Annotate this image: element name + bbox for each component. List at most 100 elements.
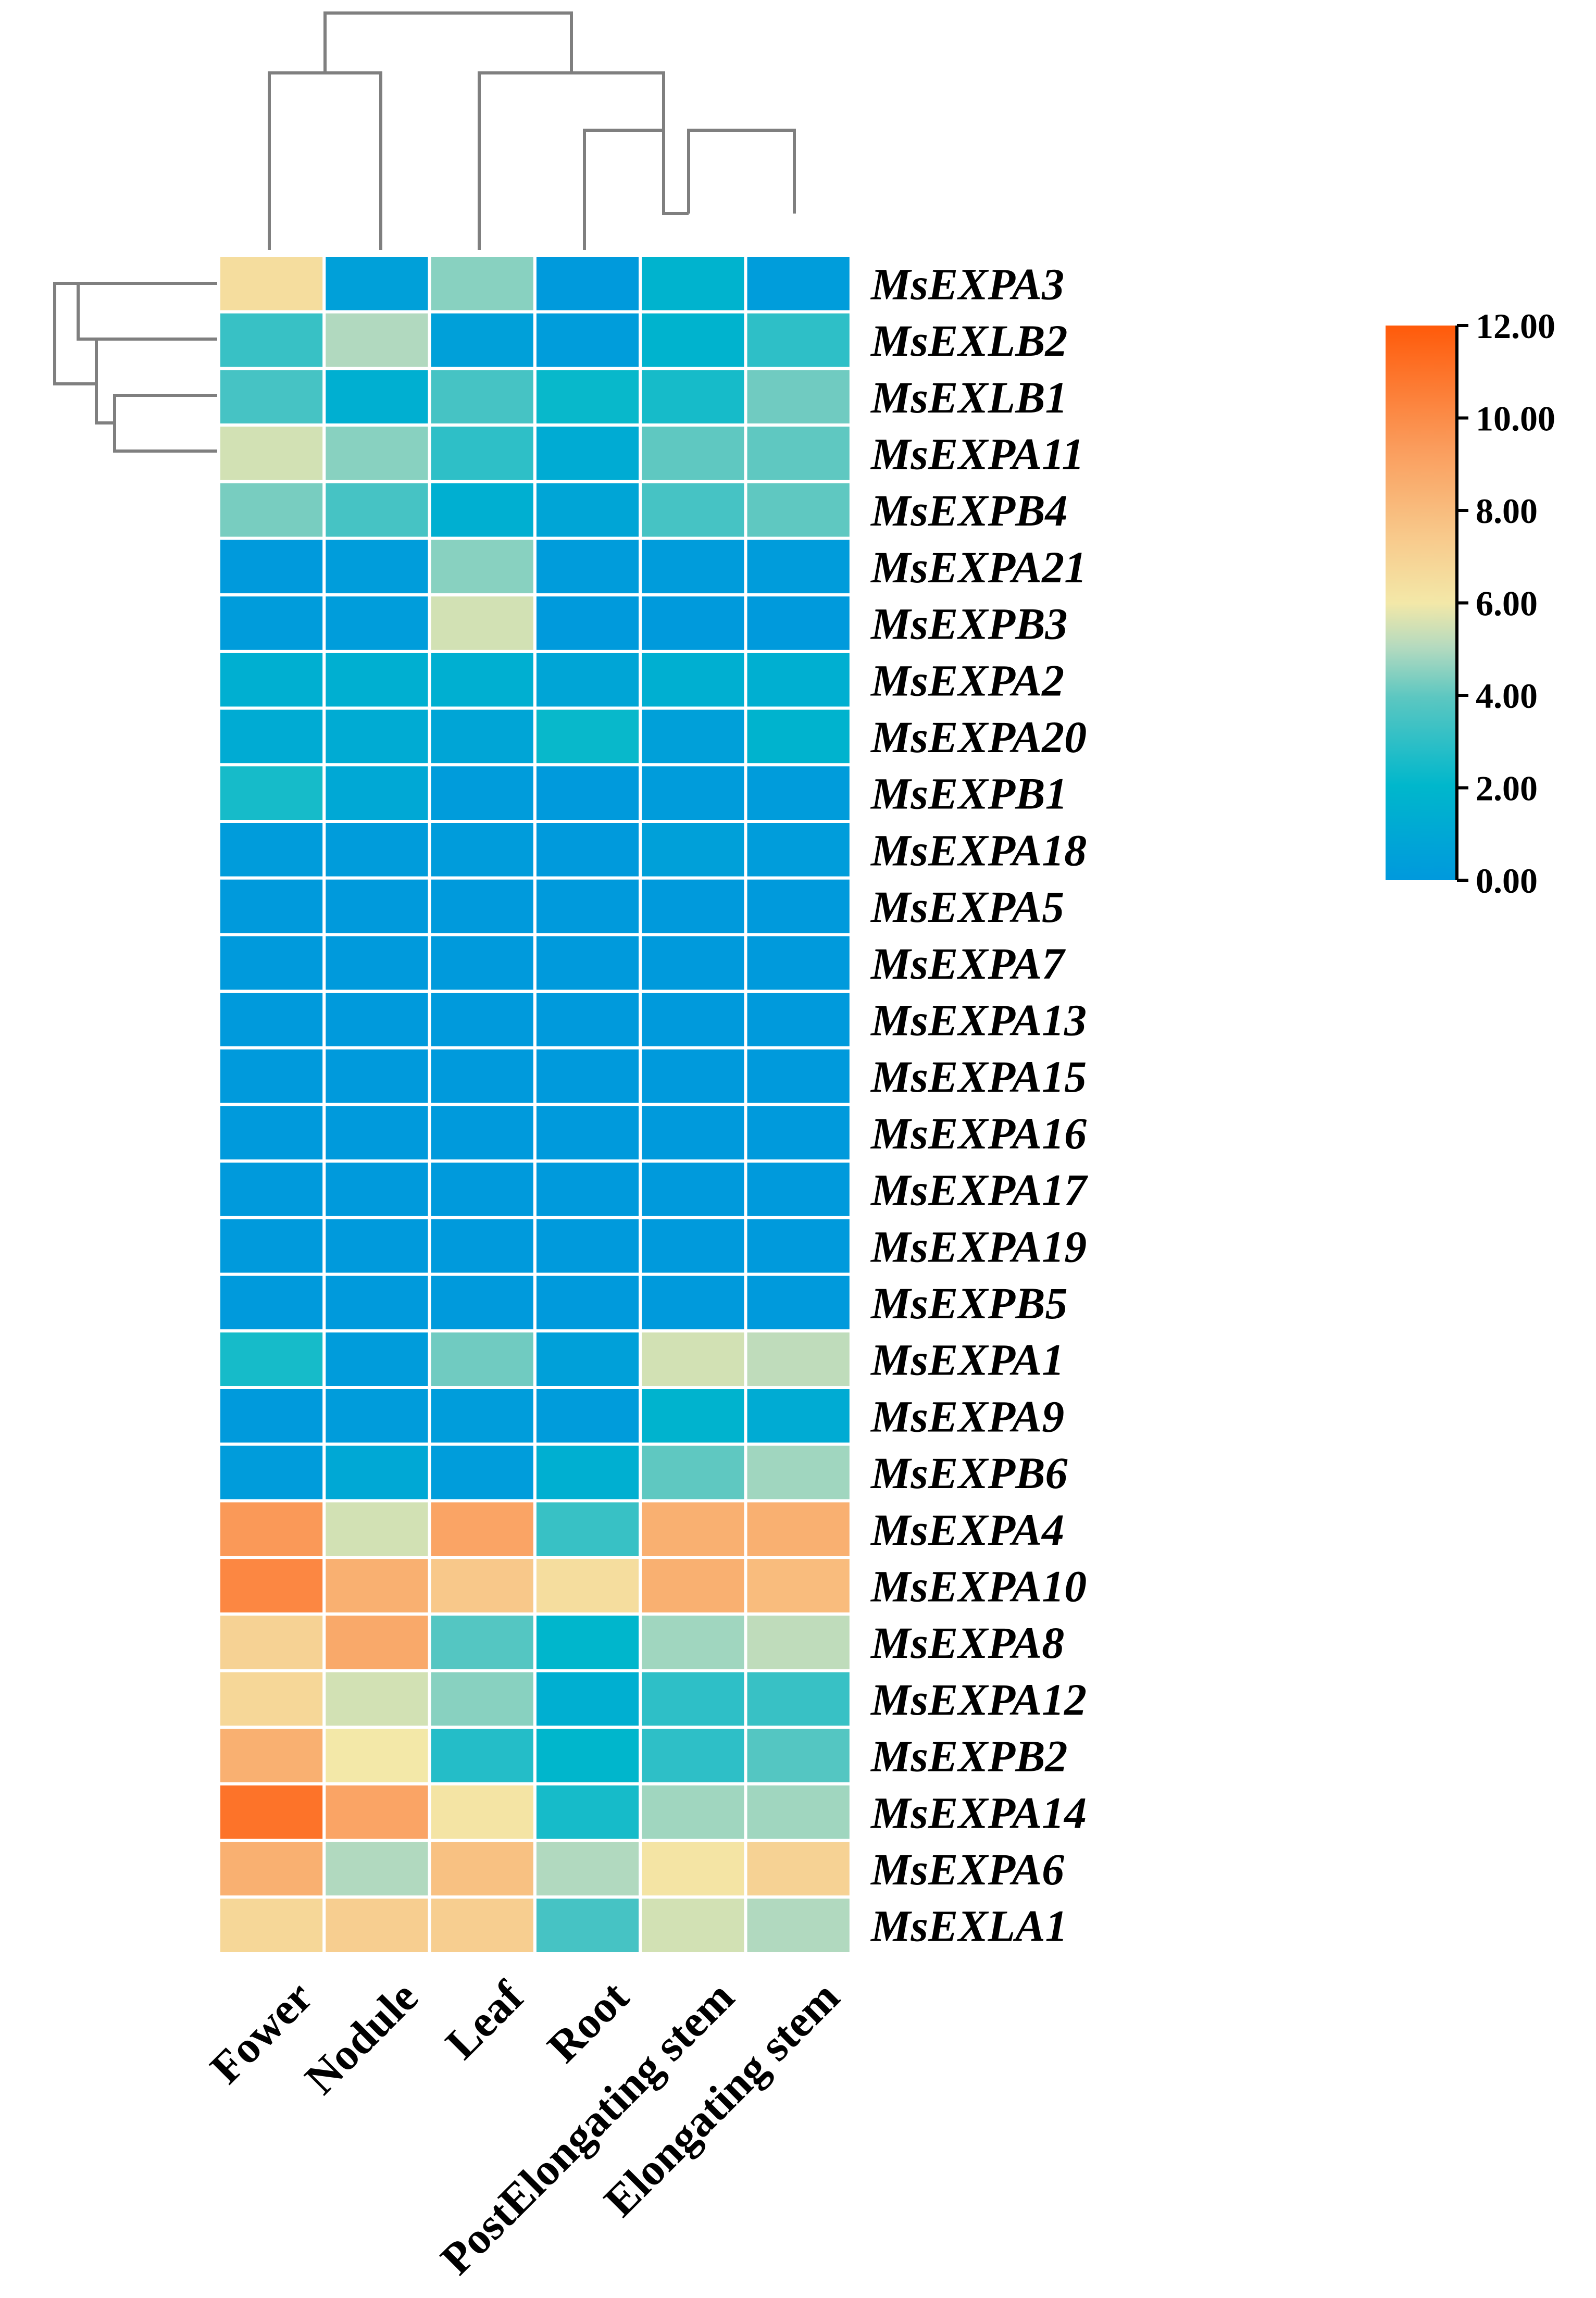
heatmap-cell <box>428 706 537 767</box>
row-label: MsEXPA13 <box>870 995 1087 1045</box>
heatmap-cell <box>322 1329 431 1390</box>
heatmap-cell <box>533 536 642 597</box>
heatmap-cell <box>217 536 326 597</box>
heatmap-cell <box>744 876 853 936</box>
heatmap-cell <box>639 1386 747 1446</box>
heatmap-cell <box>217 1103 326 1163</box>
heatmap-cell <box>533 650 642 710</box>
heatmap-cell <box>744 1839 853 1899</box>
heatmap-cell <box>428 1272 537 1333</box>
heatmap-cell <box>533 254 642 314</box>
heatmap-cell <box>533 820 642 880</box>
heatmap-cell <box>428 820 537 880</box>
heatmap-cell <box>428 1159 537 1219</box>
heatmap-cell <box>217 367 326 427</box>
row-label: MsEXPA6 <box>870 1844 1064 1894</box>
heatmap-cell <box>217 1046 326 1106</box>
heatmap-cell <box>322 933 431 993</box>
row-label: MsEXPA1 <box>870 1335 1064 1385</box>
heatmap-cell <box>322 1669 431 1729</box>
row-label: MsEXPA17 <box>870 1165 1088 1215</box>
heatmap-cell <box>744 1329 853 1390</box>
heatmap-cell <box>217 423 326 483</box>
row-label: MsEXPA21 <box>870 542 1087 592</box>
heatmap-cell <box>639 1159 747 1219</box>
heatmap-cell <box>217 1726 326 1785</box>
heatmap-cell <box>428 1499 537 1559</box>
heatmap-cell <box>744 593 853 653</box>
heatmap-cell <box>533 367 642 427</box>
heatmap-cell <box>639 1103 747 1163</box>
row-label: MsEXPA18 <box>870 825 1087 875</box>
row-label: MsEXLA1 <box>870 1901 1068 1951</box>
heatmap-cell <box>217 1329 326 1390</box>
heatmap-cell <box>744 367 853 427</box>
heatmap-cell <box>428 1556 537 1616</box>
heatmap-cell <box>322 1159 431 1219</box>
heatmap-cell <box>217 933 326 993</box>
colorbar-tick-label: 10.00 <box>1476 399 1555 439</box>
colorbar <box>1386 326 1457 880</box>
heatmap-cell <box>217 650 326 710</box>
heatmap-cell <box>217 1669 326 1729</box>
heatmap-cell <box>322 706 431 767</box>
colorbar-tick-label: 12.00 <box>1476 306 1555 346</box>
heatmap-cell <box>428 763 537 823</box>
row-label: MsEXPB1 <box>870 769 1068 819</box>
heatmap-cell <box>533 1103 642 1163</box>
heatmap-cell <box>744 1103 853 1163</box>
heatmap-cell <box>428 1386 537 1446</box>
heatmap-cell <box>639 706 747 767</box>
color-legend: 0.00 2.00 4.00 6.00 8.00 10.00 12.00 <box>1386 306 1555 901</box>
heatmap-cell <box>322 254 431 314</box>
heatmap-cell <box>217 876 326 936</box>
heatmap-cell <box>533 933 642 993</box>
heatmap-cell <box>639 254 747 314</box>
heatmap-cell <box>639 1669 747 1729</box>
heatmap-cell <box>217 1159 326 1219</box>
heatmap-cell <box>322 990 431 1050</box>
heatmap-cell <box>744 536 853 597</box>
heatmap-cell <box>533 310 642 370</box>
column-label: Nodule <box>295 1971 428 2104</box>
heatmap-cell <box>744 1612 853 1672</box>
row-label: MsEXPA3 <box>870 259 1064 309</box>
heatmap-cell <box>744 990 853 1050</box>
heatmap-cell <box>744 1895 853 1956</box>
colorbar-tick-label: 0.00 <box>1476 861 1538 901</box>
row-label: MsEXPA8 <box>870 1618 1064 1668</box>
heatmap-cell <box>217 593 326 653</box>
heatmap-cell <box>217 1612 326 1672</box>
heatmap-cell <box>639 990 747 1050</box>
heatmap-cell <box>428 254 537 314</box>
heatmap-cell <box>533 1782 642 1842</box>
heatmap-cell <box>639 1499 747 1559</box>
heatmap-cell <box>533 1442 642 1503</box>
heatmap-cell <box>639 820 747 880</box>
heatmap-cell <box>533 1159 642 1219</box>
heatmap-cell <box>428 1669 537 1729</box>
heatmap-cell <box>322 310 431 370</box>
row-label: MsEXPA4 <box>870 1505 1064 1555</box>
heatmap-cell <box>428 650 537 710</box>
heatmap-cell <box>744 423 853 483</box>
heatmap-cell <box>744 706 853 767</box>
row-label: MsEXPA14 <box>870 1788 1087 1838</box>
row-label: MsEXPA19 <box>870 1221 1087 1271</box>
heatmap-cell <box>639 1272 747 1333</box>
heatmap-cell <box>533 1499 642 1559</box>
heatmap-cell <box>533 990 642 1050</box>
heatmap-cell <box>639 1782 747 1842</box>
heatmap-cell <box>744 310 853 370</box>
heatmap-cell <box>639 763 747 823</box>
heatmap-cell <box>533 1895 642 1956</box>
row-label: MsEXLB2 <box>870 316 1068 366</box>
colorbar-tick-label: 6.00 <box>1476 584 1538 623</box>
row-label: MsEXPA2 <box>870 655 1064 705</box>
heatmap-cell <box>322 423 431 483</box>
heatmap-cell <box>428 1216 537 1276</box>
heatmap-cell <box>639 1329 747 1390</box>
heatmap-cell <box>428 593 537 653</box>
heatmap-cell <box>533 706 642 767</box>
heatmap-cell <box>533 1272 642 1333</box>
